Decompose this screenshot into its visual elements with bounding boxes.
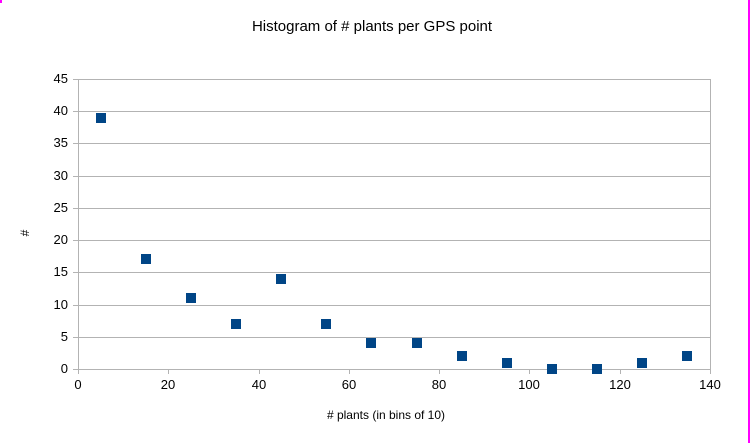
- window-border-corner: [0, 0, 2, 3]
- y-tick-label: 10: [53, 297, 68, 312]
- x-tick-label: 60: [341, 377, 357, 392]
- y-axis-tick: [73, 369, 78, 370]
- data-point: [321, 319, 331, 329]
- x-tick-label: 0: [74, 377, 82, 392]
- plot-right-border: [710, 79, 711, 369]
- x-axis-tick: [78, 369, 79, 374]
- x-tick-label: 100: [518, 377, 540, 392]
- y-gridline: [78, 240, 710, 241]
- y-axis-line: [78, 79, 79, 369]
- y-gridline: [78, 176, 710, 177]
- y-tick-label: 35: [53, 135, 68, 150]
- y-gridline: [78, 305, 710, 306]
- y-axis-tick: [73, 208, 78, 209]
- x-tick-label: 40: [251, 377, 267, 392]
- y-gridline: [78, 143, 710, 144]
- y-axis-tick: [73, 176, 78, 177]
- y-axis-tick: [73, 111, 78, 112]
- x-axis-tick: [710, 369, 711, 374]
- x-tick-label: 120: [609, 377, 631, 392]
- x-axis-tick: [620, 369, 621, 374]
- data-point: [502, 358, 512, 368]
- chart-title: Histogram of # plants per GPS point: [251, 18, 493, 35]
- y-tick-label: 20: [53, 232, 68, 247]
- y-axis-tick: [73, 143, 78, 144]
- x-axis-title: # plants (in bins of 10): [326, 408, 446, 422]
- y-gridline: [78, 79, 710, 80]
- x-tick-label: 80: [431, 377, 447, 392]
- y-axis-tick: [73, 305, 78, 306]
- y-tick-label: 0: [60, 361, 68, 376]
- data-point: [682, 351, 692, 361]
- y-gridline: [78, 337, 710, 338]
- y-tick-label: 45: [53, 71, 68, 86]
- data-point: [186, 293, 196, 303]
- window-border-right: [748, 0, 750, 443]
- data-point: [141, 254, 151, 264]
- y-gridline: [78, 369, 710, 370]
- x-axis-tick: [529, 369, 530, 374]
- data-point: [412, 338, 422, 348]
- y-gridline: [78, 272, 710, 273]
- data-point: [366, 338, 376, 348]
- y-axis-tick: [73, 240, 78, 241]
- y-gridline: [78, 111, 710, 112]
- x-axis-tick: [168, 369, 169, 374]
- y-tick-label: 15: [53, 264, 68, 279]
- data-point: [457, 351, 467, 361]
- data-point: [96, 113, 106, 123]
- data-point: [547, 364, 557, 374]
- y-axis-tick: [73, 272, 78, 273]
- plot-area: [78, 79, 710, 369]
- x-tick-label: 140: [699, 377, 721, 392]
- x-tick-label: 20: [160, 377, 176, 392]
- data-point: [637, 358, 647, 368]
- y-tick-label: 5: [60, 329, 68, 344]
- y-gridline: [78, 208, 710, 209]
- data-point: [276, 274, 286, 284]
- x-axis-tick: [259, 369, 260, 374]
- data-point: [592, 364, 602, 374]
- x-axis-tick: [349, 369, 350, 374]
- y-axis-tick: [73, 79, 78, 80]
- y-tick-label: 40: [53, 103, 68, 118]
- x-axis-tick: [439, 369, 440, 374]
- y-tick-label: 25: [53, 200, 68, 215]
- data-point: [231, 319, 241, 329]
- y-axis-tick: [73, 337, 78, 338]
- y-tick-label: 30: [53, 168, 68, 183]
